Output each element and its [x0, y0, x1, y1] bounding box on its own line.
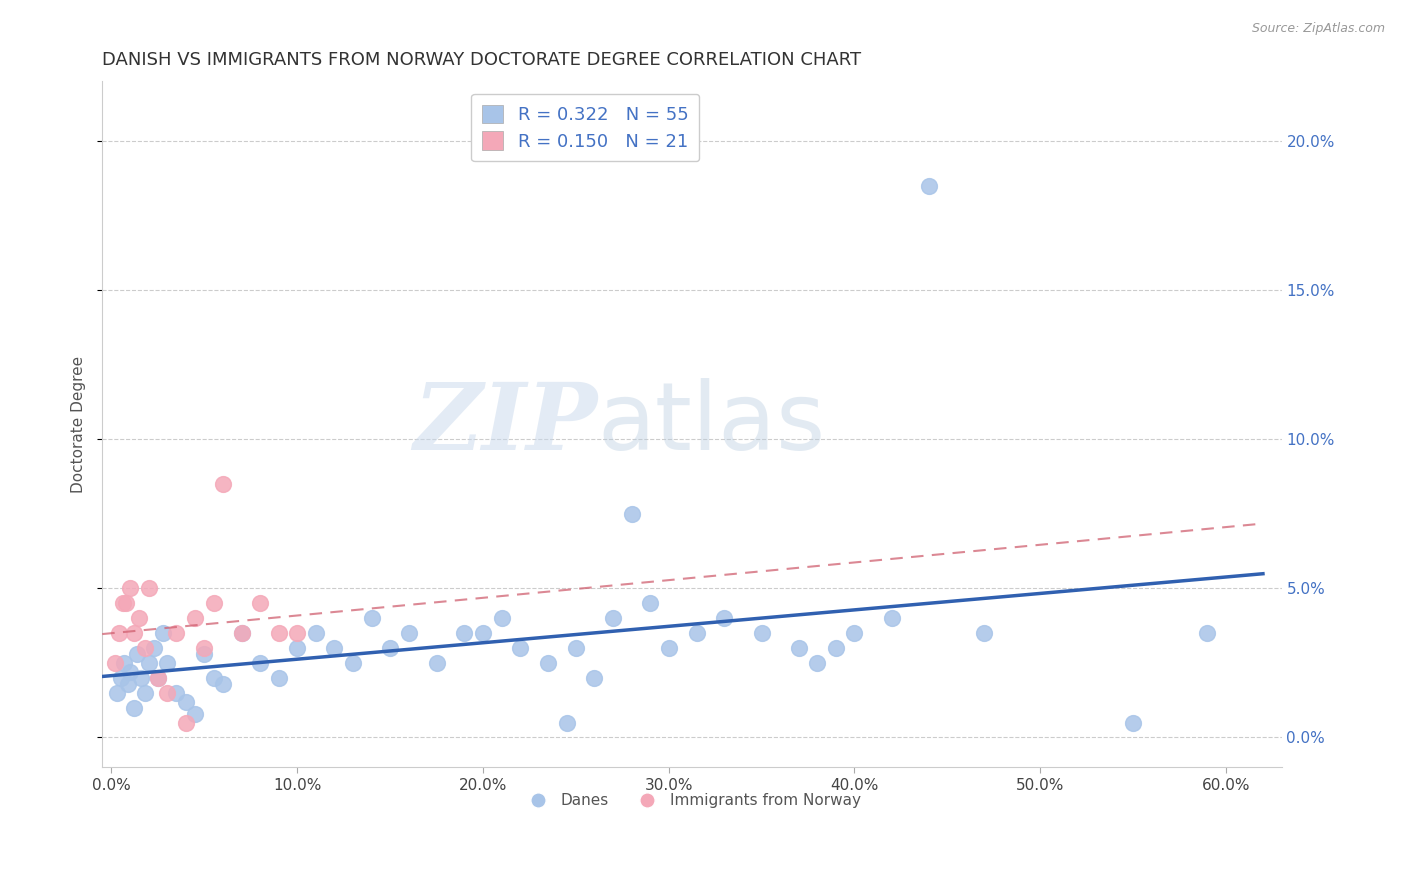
Point — [134, 640, 156, 655]
Point — [583, 671, 606, 685]
Point — [453, 626, 475, 640]
Point — [156, 656, 179, 670]
Point — [342, 656, 364, 670]
Point — [880, 611, 903, 625]
Point — [537, 656, 560, 670]
Point — [146, 671, 169, 685]
Point — [751, 626, 773, 640]
Point — [378, 640, 401, 655]
Point — [231, 626, 253, 640]
Point — [620, 507, 643, 521]
Point — [193, 647, 215, 661]
Point — [425, 656, 447, 670]
Point — [122, 700, 145, 714]
Point — [285, 626, 308, 640]
Point — [104, 656, 127, 670]
Point — [685, 626, 707, 640]
Text: DANISH VS IMMIGRANTS FROM NORWAY DOCTORATE DEGREE CORRELATION CHART: DANISH VS IMMIGRANTS FROM NORWAY DOCTORA… — [103, 51, 862, 69]
Point — [658, 640, 681, 655]
Point — [111, 596, 134, 610]
Point — [134, 686, 156, 700]
Point — [602, 611, 624, 625]
Text: atlas: atlas — [598, 378, 825, 470]
Point — [285, 640, 308, 655]
Point — [917, 178, 939, 193]
Point — [212, 477, 235, 491]
Point — [166, 686, 188, 700]
Point — [471, 626, 494, 640]
Point — [120, 665, 142, 679]
Point — [114, 656, 136, 670]
Point — [713, 611, 735, 625]
Text: Source: ZipAtlas.com: Source: ZipAtlas.com — [1251, 22, 1385, 36]
Point — [110, 671, 132, 685]
Point — [844, 626, 866, 640]
Point — [1197, 626, 1219, 640]
Point — [152, 626, 174, 640]
Point — [973, 626, 995, 640]
Point — [184, 611, 207, 625]
Point — [105, 686, 128, 700]
Point — [193, 640, 215, 655]
Point — [323, 640, 346, 655]
Point — [115, 596, 138, 610]
Point — [122, 626, 145, 640]
Point — [202, 671, 225, 685]
Point — [108, 626, 131, 640]
Y-axis label: Doctorate Degree: Doctorate Degree — [72, 356, 86, 493]
Point — [231, 626, 253, 640]
Point — [184, 706, 207, 721]
Point — [127, 647, 149, 661]
Point — [360, 611, 382, 625]
Legend: Danes, Immigrants from Norway: Danes, Immigrants from Norway — [516, 788, 868, 814]
Point — [565, 640, 588, 655]
Point — [249, 596, 271, 610]
Point — [212, 677, 235, 691]
Point — [174, 695, 197, 709]
Point — [156, 686, 179, 700]
Point — [143, 640, 166, 655]
Point — [787, 640, 810, 655]
Point — [509, 640, 531, 655]
Text: ZIP: ZIP — [413, 379, 598, 469]
Point — [398, 626, 420, 640]
Point — [1122, 715, 1144, 730]
Point — [138, 656, 160, 670]
Point — [249, 656, 271, 670]
Point — [138, 582, 160, 596]
Point — [267, 671, 290, 685]
Point — [174, 715, 197, 730]
Point — [128, 611, 150, 625]
Point — [117, 677, 139, 691]
Point — [202, 596, 225, 610]
Point — [129, 671, 152, 685]
Point — [555, 715, 578, 730]
Point — [305, 626, 328, 640]
Point — [638, 596, 661, 610]
Point — [267, 626, 290, 640]
Point — [166, 626, 188, 640]
Point — [120, 582, 142, 596]
Point — [491, 611, 513, 625]
Point — [146, 671, 169, 685]
Point — [806, 656, 828, 670]
Point — [824, 640, 846, 655]
